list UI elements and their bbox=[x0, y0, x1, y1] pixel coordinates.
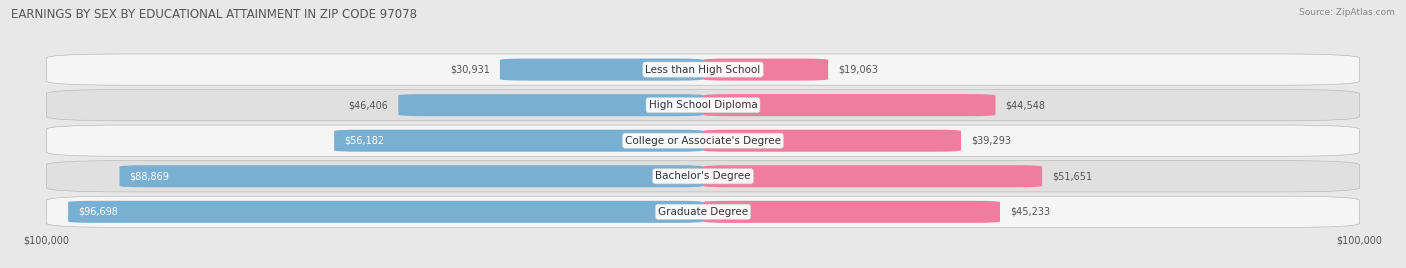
FancyBboxPatch shape bbox=[501, 58, 703, 81]
Text: $51,651: $51,651 bbox=[1052, 171, 1092, 181]
Text: $19,063: $19,063 bbox=[838, 65, 877, 75]
FancyBboxPatch shape bbox=[703, 94, 995, 116]
FancyBboxPatch shape bbox=[398, 94, 703, 116]
FancyBboxPatch shape bbox=[46, 125, 1360, 156]
Text: College or Associate's Degree: College or Associate's Degree bbox=[626, 136, 780, 146]
FancyBboxPatch shape bbox=[46, 196, 1360, 228]
FancyBboxPatch shape bbox=[46, 90, 1360, 121]
Text: $56,182: $56,182 bbox=[344, 136, 384, 146]
FancyBboxPatch shape bbox=[703, 130, 960, 152]
Text: EARNINGS BY SEX BY EDUCATIONAL ATTAINMENT IN ZIP CODE 97078: EARNINGS BY SEX BY EDUCATIONAL ATTAINMEN… bbox=[11, 8, 418, 21]
FancyBboxPatch shape bbox=[703, 165, 1042, 187]
FancyBboxPatch shape bbox=[46, 54, 1360, 85]
Text: $44,548: $44,548 bbox=[1005, 100, 1045, 110]
Text: Bachelor's Degree: Bachelor's Degree bbox=[655, 171, 751, 181]
Text: Graduate Degree: Graduate Degree bbox=[658, 207, 748, 217]
Text: $96,698: $96,698 bbox=[77, 207, 118, 217]
Text: $46,406: $46,406 bbox=[349, 100, 388, 110]
FancyBboxPatch shape bbox=[67, 201, 703, 223]
FancyBboxPatch shape bbox=[120, 165, 703, 187]
FancyBboxPatch shape bbox=[335, 130, 703, 152]
Text: High School Diploma: High School Diploma bbox=[648, 100, 758, 110]
Text: Source: ZipAtlas.com: Source: ZipAtlas.com bbox=[1299, 8, 1395, 17]
Text: $45,233: $45,233 bbox=[1010, 207, 1050, 217]
FancyBboxPatch shape bbox=[703, 201, 1000, 223]
FancyBboxPatch shape bbox=[703, 58, 828, 81]
Text: $39,293: $39,293 bbox=[970, 136, 1011, 146]
Text: $30,931: $30,931 bbox=[450, 65, 491, 75]
Text: Less than High School: Less than High School bbox=[645, 65, 761, 75]
Text: $88,869: $88,869 bbox=[129, 171, 169, 181]
FancyBboxPatch shape bbox=[46, 161, 1360, 192]
